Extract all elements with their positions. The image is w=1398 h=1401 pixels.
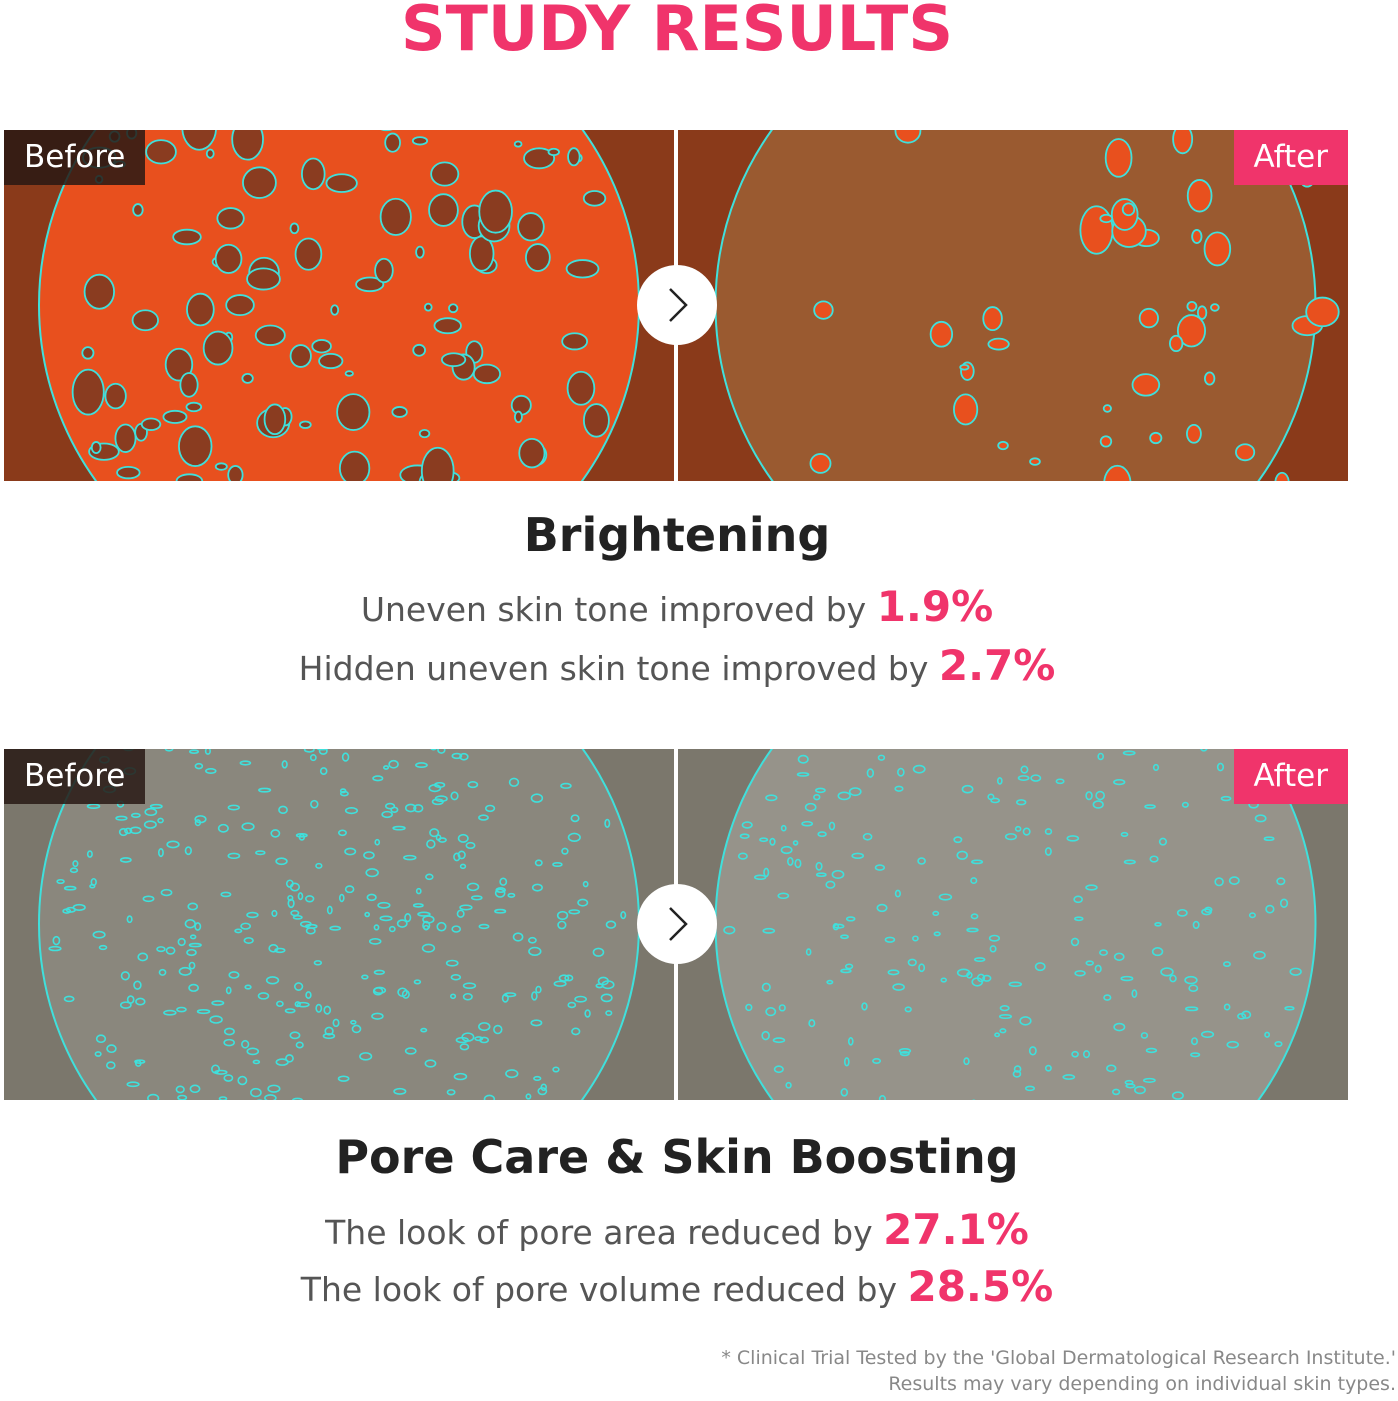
pore-after-image: After <box>678 749 1348 1100</box>
page-title: STUDY RESULTS <box>400 0 953 65</box>
section-heading: Brightening <box>523 508 831 562</box>
section-heading: Pore Care & Skin Boosting <box>335 1130 1019 1184</box>
after-label: After <box>1233 749 1348 804</box>
result-value: 1.9% <box>876 582 994 631</box>
before-label: Before <box>4 130 146 185</box>
chevron-right-icon <box>669 288 688 322</box>
result-line: The look of pore volume reduced by 28.5% <box>300 1262 1054 1311</box>
brightening-after-image: After <box>678 130 1348 481</box>
result-line: The look of pore area reduced by 27.1% <box>325 1205 1029 1254</box>
result-line: Uneven skin tone improved by 1.9% <box>360 582 994 631</box>
after-label: After <box>1233 130 1348 185</box>
result-value: 2.7% <box>938 641 1056 690</box>
pore-before-image: Before <box>4 749 674 1100</box>
compare-arrow-button[interactable] <box>637 884 717 964</box>
brightening-before-image: Before <box>4 130 674 481</box>
footnote-line: * Clinical Trial Tested by the 'Global D… <box>721 1347 1396 1369</box>
result-line: Hidden uneven skin tone improved by 2.7% <box>298 641 1056 690</box>
compare-arrow-button[interactable] <box>637 265 717 345</box>
before-label: Before <box>4 749 146 804</box>
footnote-line: Results may vary depending on individual… <box>888 1373 1396 1395</box>
result-value: 28.5% <box>907 1262 1054 1311</box>
chevron-right-icon <box>669 907 688 941</box>
result-value: 27.1% <box>883 1205 1029 1254</box>
